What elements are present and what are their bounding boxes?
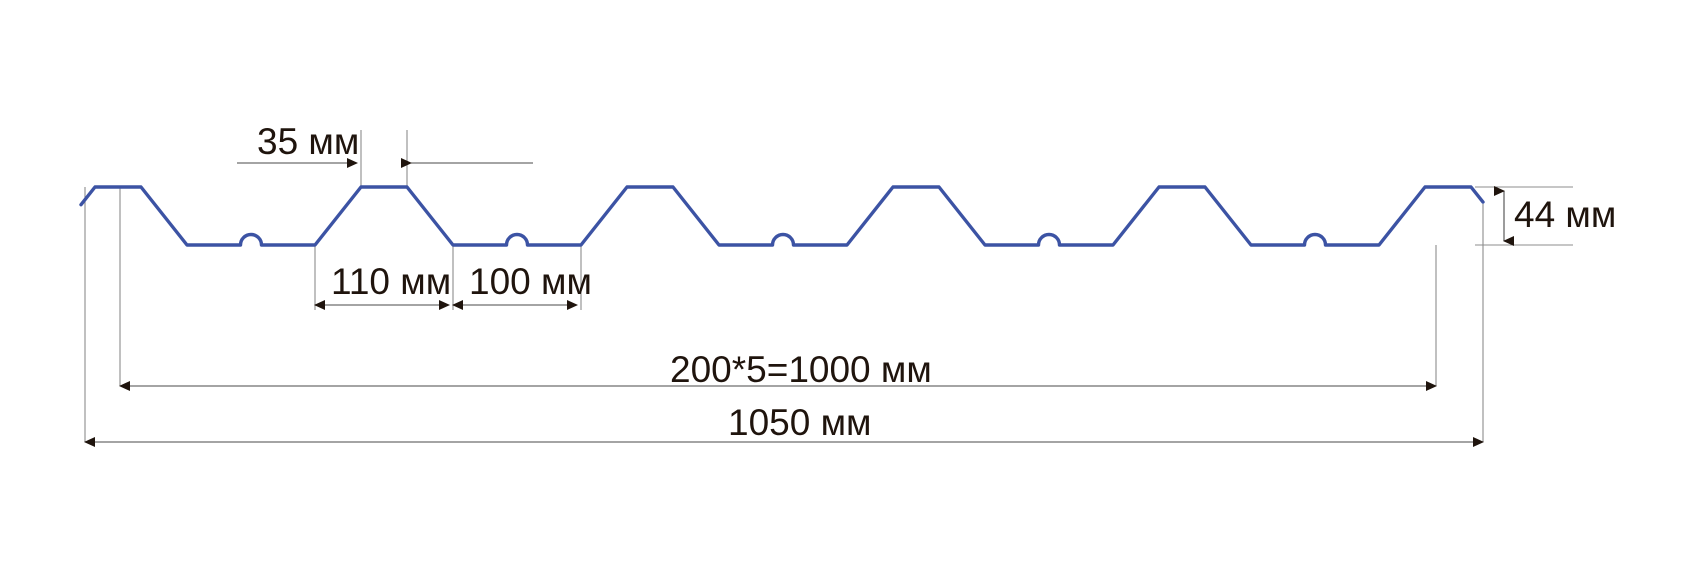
svg-text:44 мм: 44 мм: [1514, 194, 1616, 235]
svg-text:110 мм: 110 мм: [331, 261, 451, 302]
svg-text:1050 мм: 1050 мм: [728, 402, 871, 443]
svg-text:200*5=1000 мм: 200*5=1000 мм: [670, 349, 932, 390]
svg-text:35 мм: 35 мм: [257, 121, 359, 162]
svg-text:100 мм: 100 мм: [469, 261, 592, 302]
